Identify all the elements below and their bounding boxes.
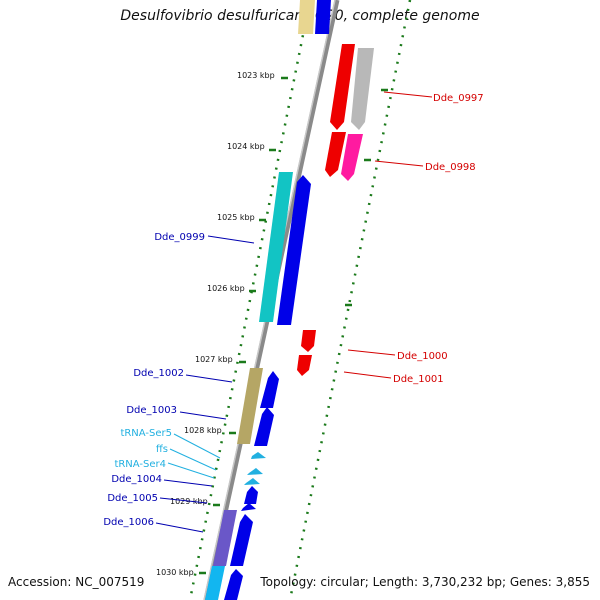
gene-arrow[interactable] xyxy=(205,566,225,600)
gene-label-dde-1003[interactable]: Dde_1003 xyxy=(126,405,177,416)
gene-arrow-dde-1006-product[interactable] xyxy=(230,514,253,566)
label-leader xyxy=(207,235,255,244)
gene-arrow-dde-0998[interactable] xyxy=(325,132,346,177)
gene-arrow-trna-ser5[interactable] xyxy=(251,452,266,459)
topology-text: Topology: circular; Length: 3,730,232 bp… xyxy=(260,575,590,589)
tick-track-right xyxy=(288,0,412,600)
gene-arrow-dde-1005[interactable] xyxy=(241,503,256,511)
gene-arrow-dde-1002[interactable] xyxy=(237,368,263,444)
gene-arrow-dde-1003[interactable] xyxy=(254,407,274,446)
label-leader xyxy=(383,91,433,98)
gene-label-trna-ser4[interactable]: tRNA-Ser4 xyxy=(114,459,166,470)
label-leader xyxy=(169,448,217,471)
tick-label: 1023 kbp xyxy=(237,71,275,80)
gene-arrow[interactable] xyxy=(298,0,315,34)
major-ticks xyxy=(199,76,388,575)
tick-label: 1030 kbp xyxy=(156,568,194,577)
gene-arrow-trna-ser4[interactable] xyxy=(244,478,260,485)
label-leader xyxy=(173,433,221,459)
gene-label-dde-0998[interactable]: Dde_0998 xyxy=(425,162,476,173)
gene-label-trna-ser5[interactable]: tRNA-Ser5 xyxy=(120,428,172,439)
label-leader xyxy=(163,479,213,487)
gene-label-dde-1001[interactable]: Dde_1001 xyxy=(393,374,444,385)
gene-arrow-dde-0998-product[interactable] xyxy=(341,134,363,181)
tick-label: 1027 kbp xyxy=(195,355,233,364)
gene-label-dde-1005[interactable]: Dde_1005 xyxy=(107,493,158,504)
gene-arrow-dde-0997[interactable] xyxy=(330,44,355,130)
gene-label-dde-1002[interactable]: Dde_1002 xyxy=(133,368,184,379)
gene-label-dde-1004[interactable]: Dde_1004 xyxy=(111,474,162,485)
gene-arrow-dde-1002-product[interactable] xyxy=(260,371,279,408)
label-leader xyxy=(185,374,233,383)
tick-label: 1025 kbp xyxy=(217,213,255,222)
label-leader xyxy=(374,160,424,167)
gene-arrow[interactable] xyxy=(315,0,331,34)
tick-label: 1028 kbp xyxy=(184,426,222,435)
gene-label-ffs[interactable]: ffs xyxy=(156,444,168,455)
label-leader xyxy=(159,497,208,504)
tick-label: 1026 kbp xyxy=(207,284,245,293)
gene-arrow-ffs[interactable] xyxy=(247,468,263,475)
gene-arrow[interactable] xyxy=(224,569,243,600)
gene-label-dde-1006[interactable]: Dde_1006 xyxy=(103,517,154,528)
gene-arrow-dde-1004[interactable] xyxy=(244,486,258,504)
label-leader xyxy=(347,349,396,356)
accession-text: Accession: NC_007519 xyxy=(8,575,145,589)
label-leader xyxy=(167,462,215,479)
gene-label-dde-0997[interactable]: Dde_0997 xyxy=(433,93,484,104)
gene-arrow-dde-0997-product[interactable] xyxy=(351,48,374,130)
label-leader xyxy=(155,522,204,533)
gene-arrow-dde-0999-product[interactable] xyxy=(277,175,311,325)
tick-label: 1024 kbp xyxy=(227,142,265,151)
gene-label-dde-1000[interactable]: Dde_1000 xyxy=(397,351,448,362)
gene-arrow-dde-1006[interactable] xyxy=(213,510,237,566)
gene-arrow-dde-1001[interactable] xyxy=(297,355,312,376)
gene-arrow-dde-0999[interactable] xyxy=(259,172,293,322)
label-leader xyxy=(179,411,227,420)
gene-arrow-dde-1000[interactable] xyxy=(301,330,316,352)
label-leader xyxy=(343,371,392,379)
gene-label-dde-0999[interactable]: Dde_0999 xyxy=(154,232,205,243)
